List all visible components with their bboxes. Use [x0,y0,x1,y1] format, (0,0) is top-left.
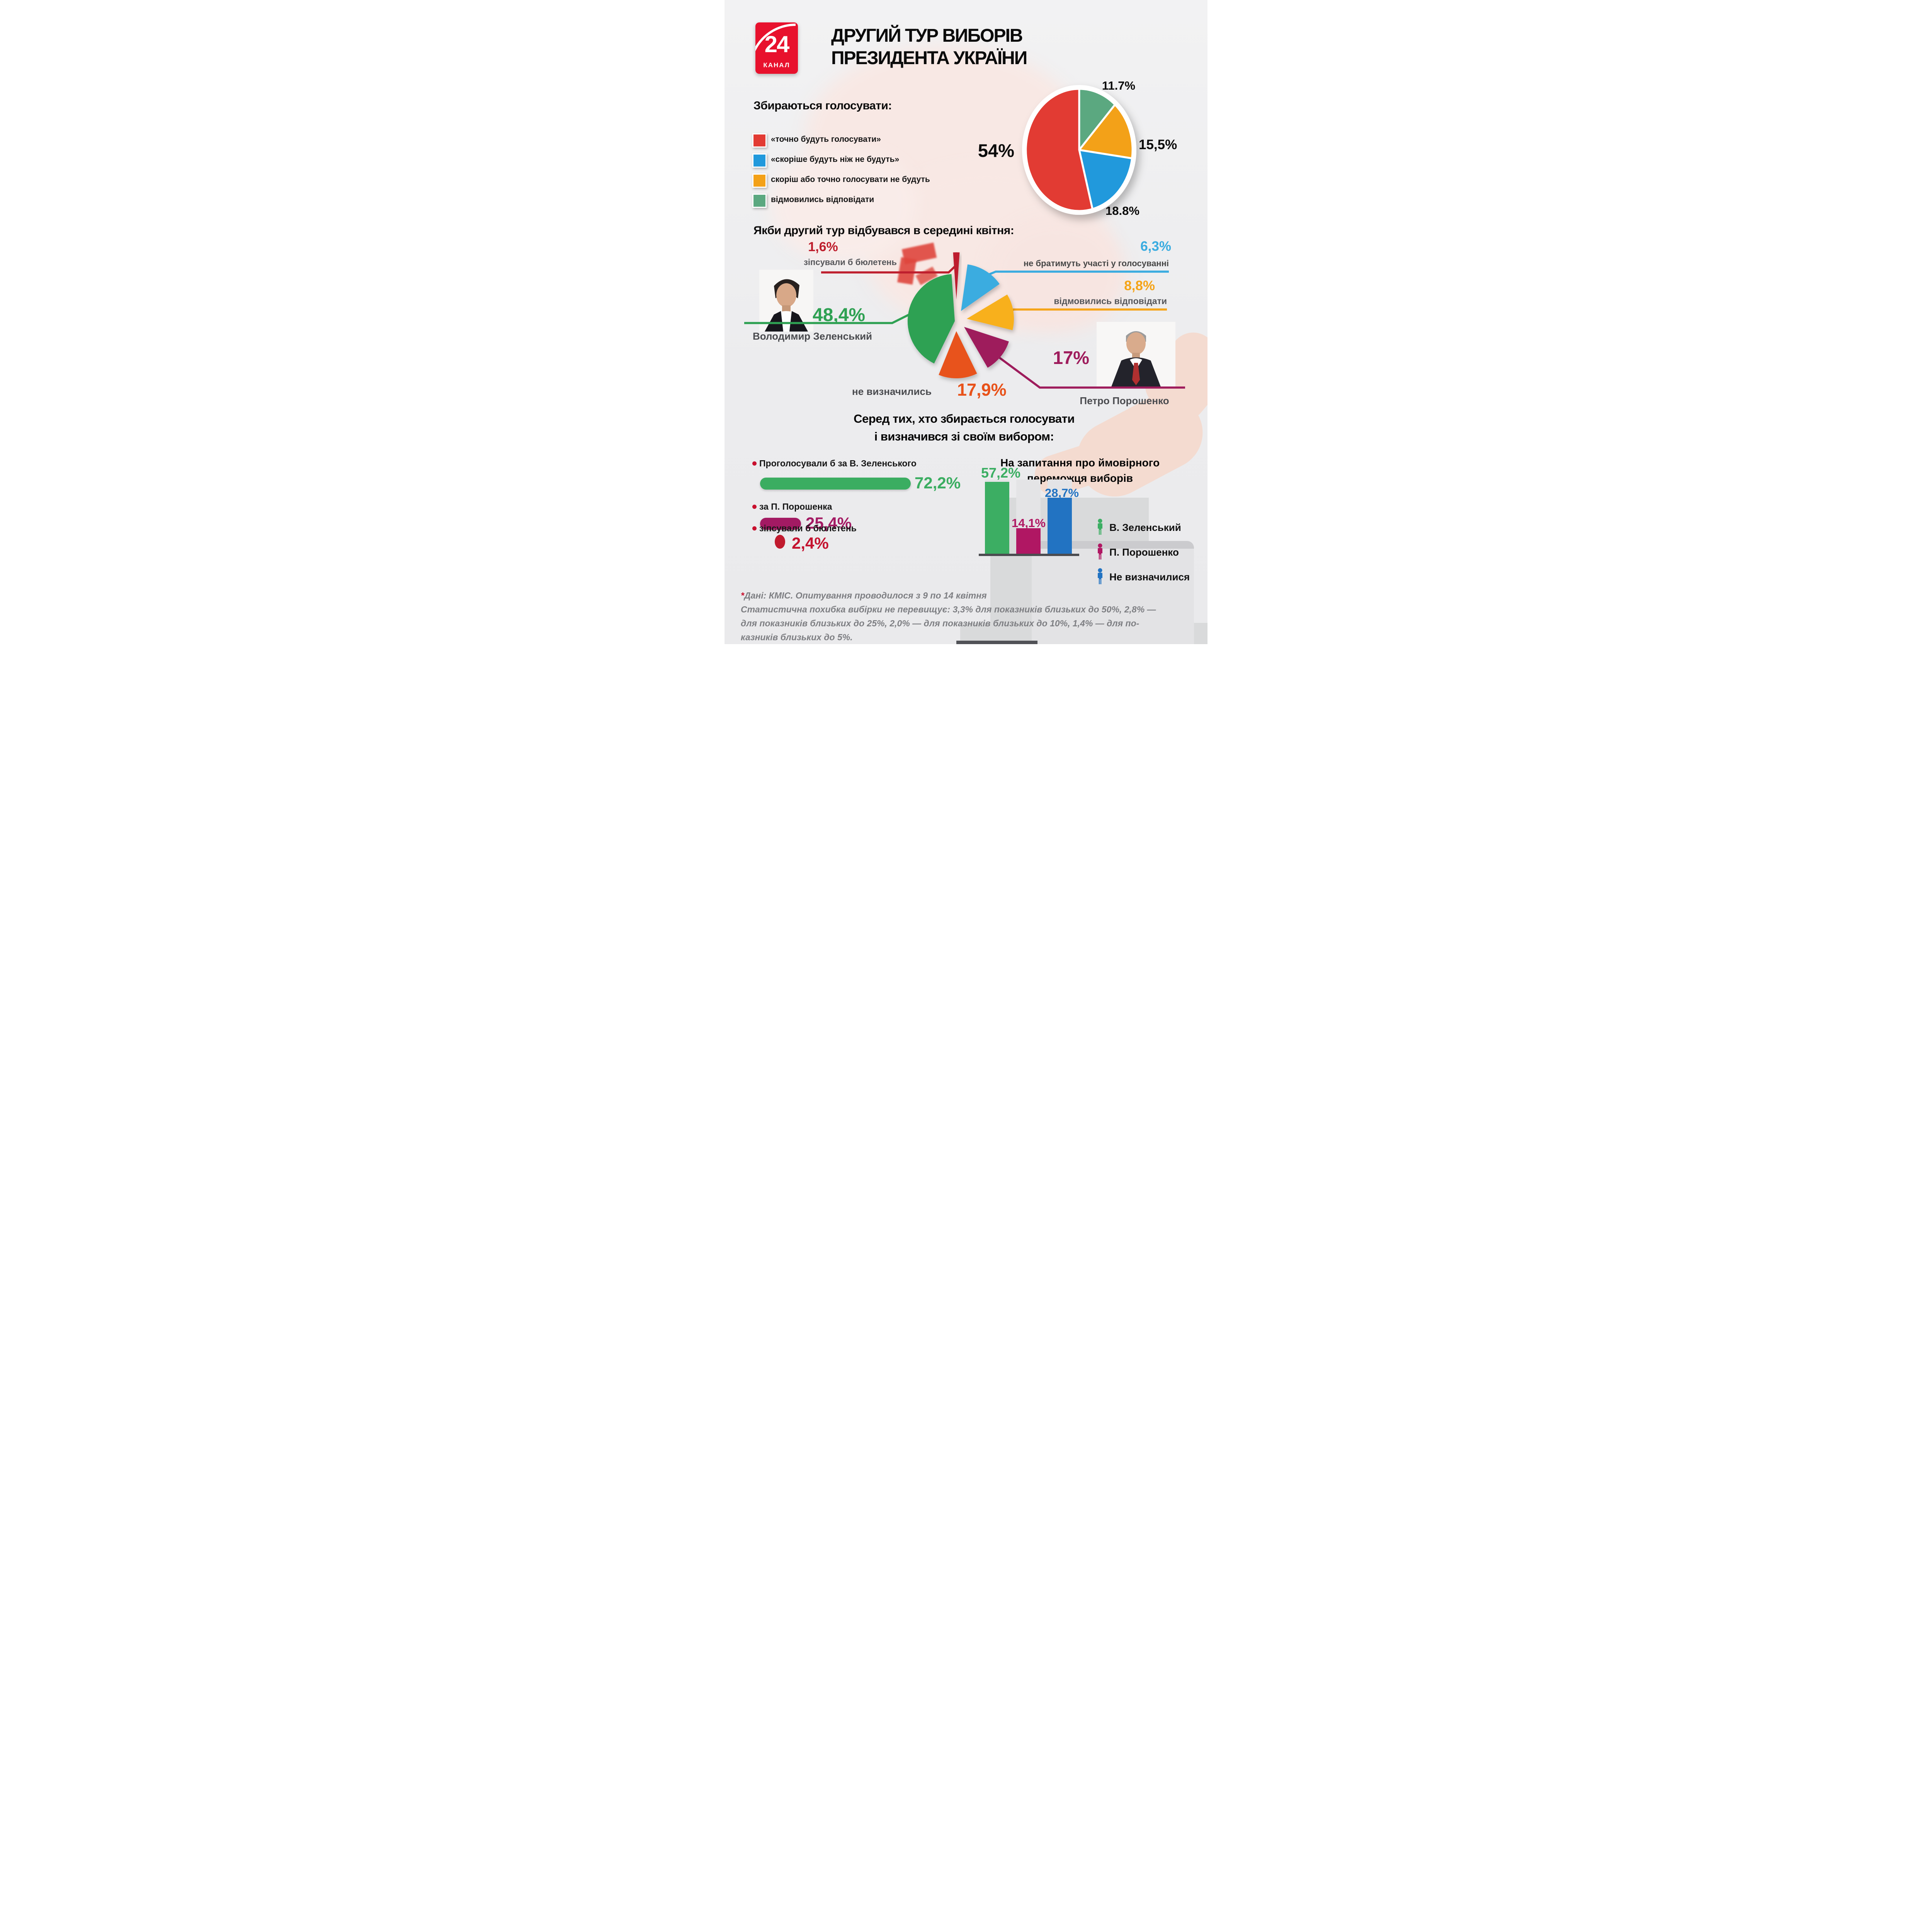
map-watercolor-splash [771,147,918,263]
legend-swatch-green [752,194,767,208]
runoff-slice-1 [939,331,977,379]
runoff-undecided-label: не визначились [852,386,932,397]
ballot-slot [956,641,1037,644]
legend-item-label: скоріш або точно голосувати не будуть [771,175,930,184]
person-icon [1098,568,1102,584]
qbar-fill-poroshenko [1016,528,1041,554]
runoff-spoil-label: зіпсували б бюлетень [804,257,897,267]
vote-bar-spoil-dot [775,535,785,549]
runoff-poroshenko-value: 17% [1053,347,1090,368]
decided-heading-line2: і визначився зі своїм вибором: [874,430,1054,443]
infographic-root: 24 КАНАЛ ДРУГИЙ ТУР ВИБОРІВ ПРЕЗИДЕНТА У… [724,0,1208,644]
intent-pie-value-green: 11.7% [1102,79,1136,92]
person-icon [1098,519,1102,535]
runoff-zelensky-label: Володимир Зеленський [753,330,872,342]
logo-swoosh-icon [755,23,796,51]
runoff-abstain-label: не братимуть участі у голосуванні [1023,259,1169,268]
qbar-value: 14,1% [1012,516,1046,530]
legend-item-label: «скоріше будуть ніж не будуть» [771,155,900,164]
list-bullet [752,461,757,466]
poroshenko-photo [1097,322,1175,387]
vote-bar-value: 72,2% [915,474,961,492]
qbar-legend-label: Не визначилися [1109,571,1190,583]
qbar-track [1016,480,1041,554]
footnote-marker: * [741,590,744,600]
page-title-line2: ПРЕЗИДЕНТА УКРАЇНИ [831,48,1027,68]
vote-bar-label: Проголосували б за В. Зеленського [759,458,917,468]
runoff-spoil-value: 1,6% [808,240,838,254]
intent-heading: Збираються голосувати: [753,99,892,112]
qbar-fill-undecided [1048,498,1072,554]
footnote-line4: казників близьких до 5%. [741,632,853,642]
runoff-abstain-value: 6,3% [1140,239,1171,254]
qbar-fill-zelensky [985,482,1009,554]
intent-slice-2 [1078,104,1134,160]
footnote-line1: *Дані: КМІС. Опитування проводилося з 9 … [741,590,987,600]
vote-bar-zelensky [760,478,911,490]
qbar-baseline [979,554,1079,556]
list-bullet [752,526,757,531]
logo-name: КАНАЛ [763,61,790,69]
legend-item-label: відмовились відповідати [771,195,874,204]
channel-logo: 24 КАНАЛ [755,22,798,74]
runoff-slice-2 [964,327,1009,368]
legend-swatch-orange [752,173,767,188]
intent-slice-3 [1078,88,1116,151]
intent-pie-value-red: 54% [978,140,1014,161]
qbar-value: 28,7% [1045,486,1079,500]
footnote-line2: Статистична похибка вибірки не перевищує… [741,604,1156,614]
legend-item-label: «точно будуть голосувати» [771,135,881,144]
qbar-track [1048,480,1072,554]
vote-bar-label: за П. Порошенка [759,502,832,512]
qbar-value: 57,2% [981,465,1021,481]
runoff-poroshenko-label: Петро Порошенко [1080,395,1169,406]
ballot-box-lip [1032,541,1194,549]
zelensky-photo [759,270,813,332]
decided-heading-line1: Серед тих, хто збирається голосувати [854,412,1075,425]
footnote-line3: для показників близьких до 25%, 2,0% — д… [741,618,1139,628]
runoff-zelensky-value: 48,4% [813,305,866,325]
intent-pie-value-blue: 18.8% [1105,204,1139,218]
vote-bar-poroshenko [760,518,801,530]
qbar-track [985,480,1009,554]
vote-bar-value: 25,4% [806,514,852,532]
runoff-refused-label: відмовились відповідати [1054,296,1167,306]
person-icon [1098,543,1102,560]
runoff-heading: Якби другий тур відбувався в середині кв… [753,224,1014,237]
qbar-legend-label: В. Зеленський [1109,522,1181,533]
list-bullet [752,505,757,509]
question-heading-line2: переможця виборів [1027,472,1133,484]
vote-bar-value: 2,4% [792,534,829,552]
legend-swatch-blue [752,153,767,168]
logo-number: 24 [764,31,790,57]
ballot-box [1032,541,1194,644]
runoff-refused-value: 8,8% [1124,278,1155,293]
legend-swatch-red [752,133,767,148]
intent-pie-value-orange: 15,5% [1139,137,1177,152]
qbar-legend-label: П. Порошенко [1109,546,1179,558]
question-heading-line1: На запитання про ймовірного [1000,457,1160,469]
vote-bar-label: зіпсували б бюлетень [759,523,857,533]
page-title-line1: ДРУГИЙ ТУР ВИБОРІВ [831,26,1023,46]
runoff-undecided-value: 17,9% [957,380,1007,400]
